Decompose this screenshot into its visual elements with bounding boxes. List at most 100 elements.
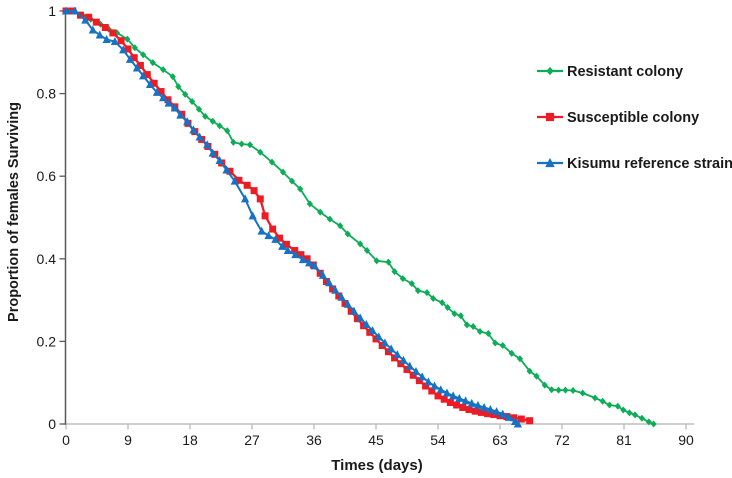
- data-point-marker: [329, 285, 337, 293]
- x-tick-label: 81: [616, 432, 632, 448]
- data-point-marker: [202, 112, 209, 120]
- legend-item-resistant-colony: Resistant colony: [537, 64, 683, 80]
- data-point-marker: [484, 410, 492, 418]
- data-point-marker: [216, 122, 223, 130]
- data-point-marker: [467, 398, 476, 407]
- axes: [59, 10, 694, 430]
- data-point-marker: [645, 418, 652, 426]
- data-point-marker: [215, 156, 224, 165]
- data-point-marker: [422, 382, 430, 390]
- data-point-marker: [230, 176, 239, 185]
- data-point-marker: [492, 339, 499, 347]
- data-point-marker: [455, 393, 464, 402]
- data-point-marker: [150, 79, 158, 87]
- data-point-marker: [85, 13, 93, 21]
- data-point-marker: [430, 381, 439, 390]
- data-point-marker: [276, 234, 284, 242]
- data-point-marker: [291, 247, 299, 255]
- data-point-marker: [243, 181, 251, 189]
- series-resistant-colony: [62, 7, 657, 428]
- data-point-marker: [504, 412, 514, 421]
- data-point-marker: [356, 313, 365, 322]
- data-point-marker: [209, 117, 216, 125]
- data-point-marker: [380, 338, 390, 347]
- data-point-marker: [650, 420, 657, 428]
- data-point-marker: [279, 168, 287, 176]
- data-point-marker: [257, 226, 266, 235]
- data-point-marker: [411, 367, 421, 376]
- legend-marker-square-icon: [545, 112, 555, 122]
- data-point-marker: [434, 392, 442, 400]
- data-point-marker: [526, 367, 533, 375]
- data-point-marker: [297, 185, 304, 193]
- data-point-marker: [282, 240, 290, 248]
- data-point-marker: [189, 125, 198, 134]
- data-point-marker: [164, 98, 173, 107]
- data-point-marker: [440, 395, 448, 403]
- data-point-marker: [92, 18, 100, 26]
- data-point-marker: [638, 414, 646, 422]
- data-point-marker: [457, 312, 464, 320]
- data-point-marker: [374, 332, 383, 341]
- data-point-marker: [318, 270, 328, 279]
- data-point-marker: [347, 307, 355, 315]
- data-point-marker: [130, 54, 138, 62]
- x-tick-label: 72: [554, 432, 570, 448]
- data-point-marker: [208, 148, 217, 157]
- data-point-marker: [477, 408, 485, 416]
- data-point-marker: [176, 110, 185, 119]
- data-point-marker: [152, 87, 162, 96]
- data-point-marker: [470, 323, 477, 331]
- data-point-marker: [591, 394, 599, 402]
- data-point-marker: [170, 103, 179, 112]
- data-point-marker: [269, 225, 277, 233]
- data-point-marker: [109, 29, 117, 37]
- data-point-marker: [486, 405, 495, 414]
- data-point-marker: [541, 381, 548, 389]
- data-point-marker: [291, 250, 300, 259]
- legend-label: Susceptible colony: [567, 110, 699, 126]
- data-point-marker: [614, 402, 621, 410]
- x-tick-label: 18: [182, 432, 198, 448]
- data-point-marker: [70, 6, 80, 15]
- data-point-marker: [226, 167, 234, 175]
- x-tick-label: 54: [430, 432, 446, 448]
- legend-label: Resistant colony: [567, 64, 683, 80]
- legend-item-kisumu-reference-strain: Kisumu reference strain: [537, 156, 732, 172]
- data-point-marker: [298, 255, 308, 264]
- data-point-marker: [453, 401, 461, 409]
- data-point-marker: [436, 385, 445, 394]
- data-point-marker: [81, 15, 90, 24]
- data-point-marker: [480, 402, 489, 411]
- data-point-marker: [195, 132, 204, 141]
- data-point-marker: [569, 387, 577, 395]
- data-point-marker: [157, 88, 165, 96]
- data-point-marker: [373, 257, 380, 265]
- data-point-marker: [620, 406, 627, 414]
- data-point-marker: [238, 140, 245, 148]
- y-tick-label: 1: [48, 3, 56, 19]
- data-point-marker: [473, 400, 483, 409]
- data-point-marker: [325, 278, 334, 287]
- data-point-marker: [246, 141, 254, 149]
- data-point-marker: [349, 306, 359, 315]
- data-point-marker: [459, 403, 467, 411]
- data-point-marker: [175, 83, 182, 91]
- y-axis-title: Proportion of females Surviving: [6, 102, 22, 322]
- data-point-marker: [476, 327, 484, 335]
- data-point-marker: [95, 30, 104, 39]
- y-tick-label: 0.4: [37, 251, 57, 267]
- x-tick-label: 0: [62, 432, 70, 448]
- data-point-marker: [102, 34, 111, 43]
- data-point-marker: [257, 148, 264, 156]
- data-point-marker: [337, 222, 344, 230]
- data-point-marker: [195, 105, 203, 113]
- data-point-marker: [499, 342, 506, 350]
- x-tick-label: 36: [306, 432, 322, 448]
- data-point-marker: [248, 211, 257, 220]
- x-tick-label: 27: [244, 432, 260, 448]
- x-tick-label: 9: [124, 432, 132, 448]
- data-point-marker: [393, 350, 402, 359]
- data-point-marker: [424, 377, 433, 386]
